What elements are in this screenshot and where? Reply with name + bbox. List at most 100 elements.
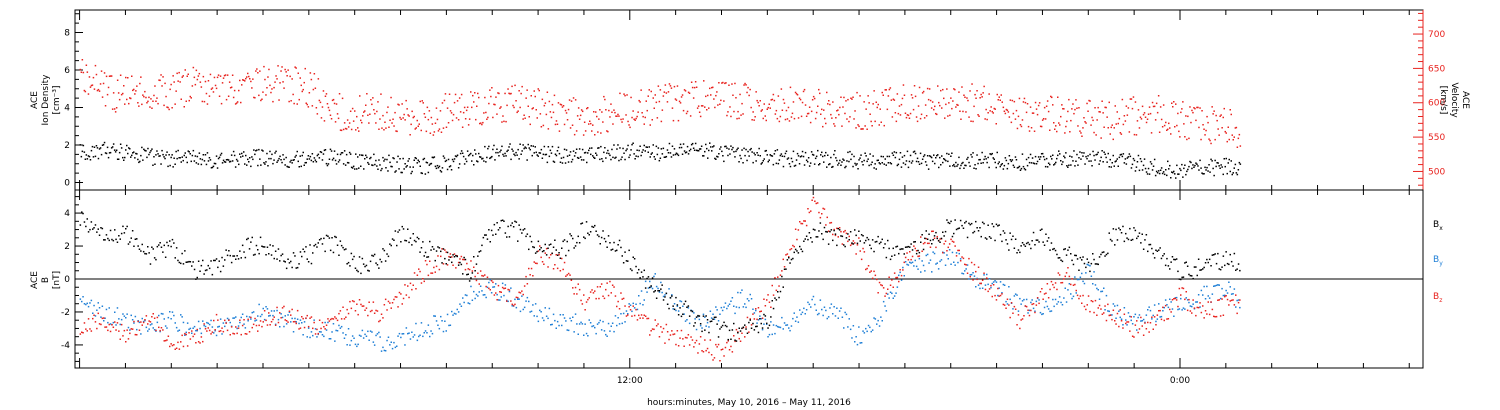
by-data-point xyxy=(437,324,439,326)
by-data-point xyxy=(811,298,813,301)
bz-data-point xyxy=(142,321,145,324)
by-data-point xyxy=(298,322,300,325)
density-data-point xyxy=(733,151,735,153)
bz-data-point xyxy=(449,253,452,255)
density-data-point xyxy=(479,156,481,158)
density-data-point xyxy=(608,152,610,155)
by-data-point xyxy=(530,310,533,313)
bz-data-point xyxy=(1221,298,1223,300)
bz-data-point xyxy=(390,307,392,309)
by-data-point xyxy=(977,284,980,286)
velocity-data-point xyxy=(919,117,922,120)
velocity-data-point xyxy=(927,98,930,101)
density-data-point xyxy=(174,163,176,165)
density-data-point xyxy=(1181,163,1183,166)
velocity-data-point xyxy=(792,101,795,103)
bx-data-point xyxy=(581,222,584,224)
by-data-point xyxy=(482,294,485,296)
bx-data-point xyxy=(266,246,269,248)
bx-data-point xyxy=(888,247,890,250)
by-data-point xyxy=(906,263,908,266)
bx-data-point xyxy=(565,254,567,257)
bz-data-point xyxy=(556,267,559,270)
density-data-point xyxy=(694,142,697,145)
bz-data-point xyxy=(1126,321,1128,323)
bz-data-point xyxy=(419,270,421,273)
bz-data-point xyxy=(188,332,190,334)
bz-data-point xyxy=(631,315,633,317)
bz-data-point xyxy=(287,321,289,323)
by-data-point xyxy=(324,321,326,324)
bx-data-point xyxy=(589,231,592,233)
density-data-point xyxy=(1218,165,1220,167)
by-data-point xyxy=(207,322,209,325)
by-data-point xyxy=(625,310,628,312)
bz-data-point xyxy=(525,275,527,278)
bx-data-point xyxy=(111,238,113,241)
by-data-point xyxy=(218,325,220,328)
by-data-point xyxy=(851,337,853,339)
velocity-data-point xyxy=(97,88,100,91)
bz-data-point xyxy=(1164,304,1167,307)
bz-data-point xyxy=(441,248,443,250)
velocity-data-point xyxy=(757,101,759,104)
density-data-point xyxy=(772,163,775,166)
density-data-point xyxy=(115,149,118,151)
bx-data-point xyxy=(1023,243,1025,246)
bx-data-point xyxy=(878,242,881,245)
velocity-data-point xyxy=(1188,137,1190,140)
density-data-point xyxy=(562,156,565,159)
bx-data-point xyxy=(1067,249,1069,251)
velocity-data-point xyxy=(1054,128,1056,130)
bz-data-point xyxy=(422,278,424,280)
velocity-data-point xyxy=(999,99,1001,101)
velocity-data-point xyxy=(898,105,901,107)
by-data-point xyxy=(210,319,212,322)
bz-data-point xyxy=(792,244,794,247)
velocity-data-point xyxy=(725,82,727,84)
velocity-data-point xyxy=(549,111,552,113)
velocity-data-point xyxy=(106,93,109,96)
density-data-point xyxy=(730,145,732,147)
bz-data-point xyxy=(325,324,328,326)
velocity-data-point xyxy=(1002,106,1005,109)
velocity-data-point xyxy=(216,76,219,79)
density-data-point xyxy=(1017,166,1020,169)
density-data-point xyxy=(459,152,462,155)
bz-data-point xyxy=(1027,309,1029,311)
bx-data-point xyxy=(310,262,313,265)
density-data-point xyxy=(987,156,989,159)
bx-data-point xyxy=(288,262,291,264)
density-data-point xyxy=(759,155,761,157)
by-data-point xyxy=(407,332,409,335)
bz-data-point xyxy=(1039,291,1042,293)
by-data-point xyxy=(122,313,124,315)
density-data-point xyxy=(427,171,430,174)
density-data-point xyxy=(171,154,173,156)
bx-data-point xyxy=(913,241,915,243)
by-data-point xyxy=(247,320,249,322)
velocity-data-point xyxy=(236,101,239,103)
velocity-data-point xyxy=(829,103,831,106)
velocity-data-point xyxy=(1170,133,1172,135)
density-data-point xyxy=(947,160,949,163)
density-data-point xyxy=(368,163,370,165)
by-data-point xyxy=(332,323,335,325)
density-data-point xyxy=(1159,169,1162,171)
by-data-point xyxy=(318,331,321,333)
density-data-point xyxy=(1010,160,1013,163)
density-data-point xyxy=(1193,166,1195,168)
bx-data-point xyxy=(1042,241,1044,243)
density-data-point xyxy=(374,163,376,166)
velocity-data-point xyxy=(348,122,351,124)
by-data-point xyxy=(401,333,403,335)
density-data-point xyxy=(748,155,750,157)
by-data-point xyxy=(313,319,315,321)
by-data-point xyxy=(968,278,970,280)
bx-data-point xyxy=(706,319,709,321)
density-data-point xyxy=(110,147,113,149)
velocity-data-point xyxy=(83,89,86,92)
velocity-data-point xyxy=(873,90,875,92)
bz-data-point xyxy=(877,292,879,294)
density-data-point xyxy=(758,147,760,150)
